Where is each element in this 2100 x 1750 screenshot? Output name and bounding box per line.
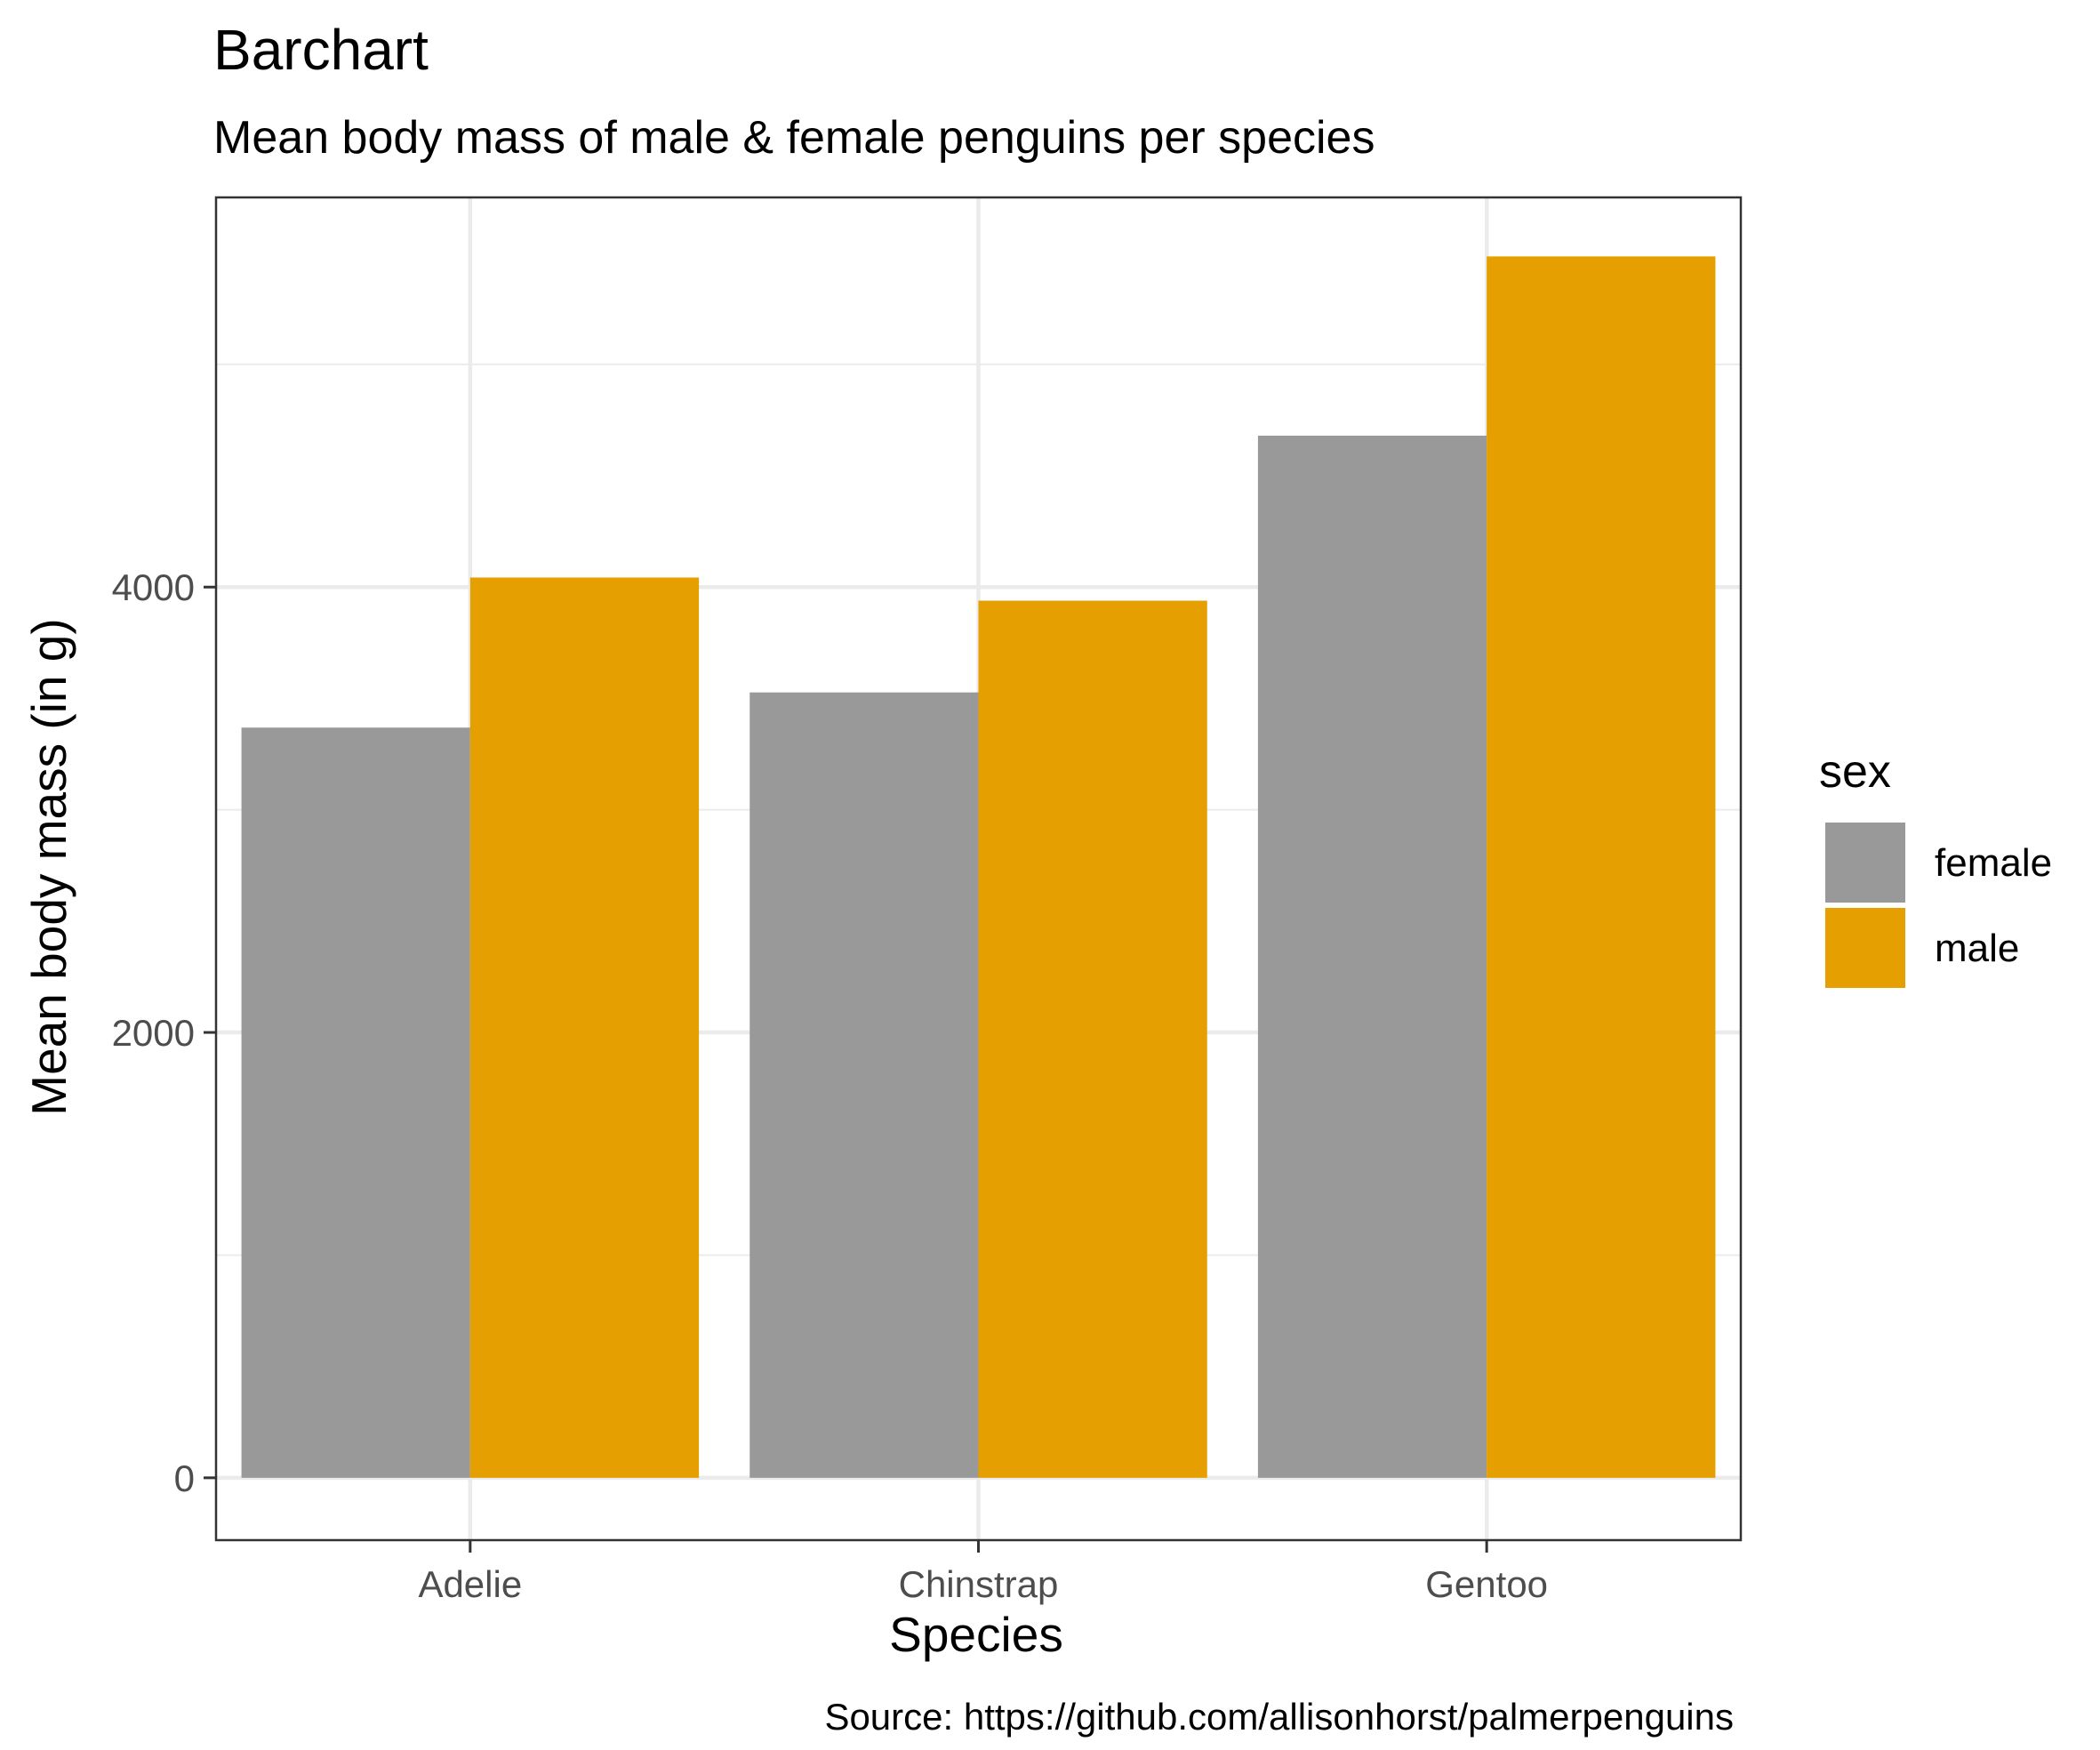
chart-title: Barchart: [213, 18, 429, 82]
legend-title: sex: [1819, 746, 1891, 798]
legend-label-female: female: [1935, 841, 2052, 885]
legend-key-male: [1825, 908, 1905, 988]
bars: [241, 256, 1716, 1478]
legend-key-female: [1825, 823, 1905, 903]
y-tick-label: 2000: [112, 1012, 195, 1054]
y-tick-label: 0: [174, 1457, 195, 1499]
bar-gentoo-female: [1257, 435, 1487, 1478]
bar-gentoo-male: [1487, 256, 1716, 1478]
y-axis-title: Mean body mass (in g): [21, 618, 76, 1115]
x-tick-label: Chinstrap: [899, 1563, 1059, 1605]
x-axis-title: Species: [889, 1607, 1063, 1662]
bar-adelie-male: [469, 577, 700, 1478]
legend: sex female male: [1819, 746, 2052, 988]
legend-label-male: male: [1935, 927, 2019, 970]
axes: 0 2000 4000 Adelie Chinstrap Gentoo: [112, 566, 1548, 1605]
chart-caption: Source: https://github.com/allisonhorst/…: [824, 1696, 1734, 1738]
y-tick-label: 4000: [112, 566, 195, 608]
bar-adelie-female: [241, 727, 470, 1478]
x-tick-label: Adelie: [418, 1563, 522, 1605]
chart-subtitle: Mean body mass of male & female penguins…: [213, 112, 1375, 164]
x-tick-label: Gentoo: [1425, 1563, 1548, 1605]
bar-chinstrap-male: [978, 600, 1207, 1478]
bar-chinstrap-female: [749, 692, 979, 1478]
